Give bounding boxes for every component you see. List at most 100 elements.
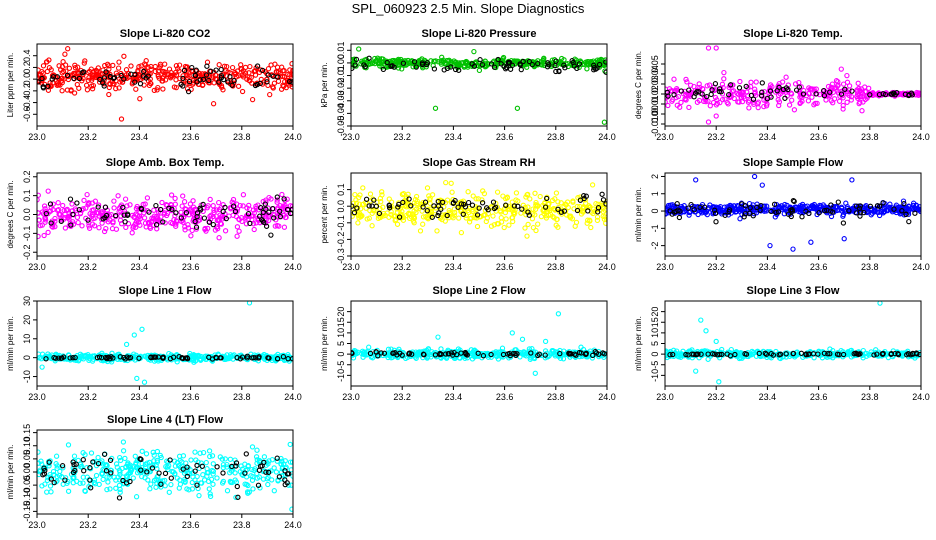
point-selected — [173, 210, 179, 216]
point — [229, 467, 236, 473]
point — [515, 198, 521, 204]
point — [527, 196, 533, 202]
point — [53, 461, 59, 467]
y-axis-label: degrees C per min. — [634, 51, 643, 119]
point-selected — [201, 215, 208, 221]
point-selected — [566, 350, 572, 356]
point — [169, 468, 175, 475]
panel-4: Slope Amb. Box Temp.23.0 23.2 23.4 23.6 23.8… — [6, 157, 302, 272]
point — [524, 233, 530, 239]
point — [207, 493, 214, 500]
point-selected — [714, 352, 721, 358]
point — [551, 206, 558, 213]
point — [107, 80, 113, 87]
point — [522, 225, 528, 231]
point-selected — [185, 88, 192, 95]
point — [156, 75, 162, 81]
point — [559, 208, 566, 214]
point-selected — [107, 457, 114, 463]
point — [69, 201, 75, 207]
plot-frame — [350, 43, 608, 127]
point-selected — [600, 197, 607, 203]
point — [127, 462, 133, 468]
x-tick-label: 23.0 — [342, 132, 360, 142]
point — [180, 193, 186, 199]
point — [458, 229, 465, 236]
point-selected — [796, 84, 802, 90]
point — [93, 472, 100, 479]
point — [189, 210, 195, 216]
point — [82, 452, 88, 458]
point-selected — [362, 63, 368, 70]
point — [120, 448, 127, 454]
point-selected — [536, 351, 542, 357]
point — [285, 71, 291, 78]
x-tick-label: 23.2 — [707, 392, 725, 402]
y-tick-label: 0.0 — [336, 200, 346, 213]
point — [585, 217, 591, 223]
point-selected — [220, 208, 226, 215]
point-selected — [440, 199, 446, 205]
point — [205, 225, 211, 232]
point — [763, 208, 769, 214]
point — [121, 53, 127, 59]
point — [443, 179, 449, 186]
point — [857, 94, 864, 100]
point-selected — [500, 351, 507, 358]
point-selected — [800, 91, 807, 97]
point — [121, 480, 127, 486]
point — [233, 494, 239, 501]
point — [125, 461, 131, 467]
point-selected — [95, 460, 102, 467]
point-outlier — [246, 301, 253, 306]
point-outlier — [759, 182, 765, 188]
point — [691, 83, 697, 90]
point — [912, 205, 918, 211]
x-tick-label: 23.2 — [393, 392, 411, 402]
point-selected — [764, 96, 771, 102]
point — [733, 209, 739, 215]
point — [491, 222, 497, 228]
point — [475, 196, 481, 202]
point — [883, 207, 890, 214]
point-selected — [269, 206, 276, 212]
point — [98, 209, 104, 215]
point — [222, 228, 229, 234]
y-axis-label: degrees C per min. — [6, 180, 15, 248]
point-selected — [400, 199, 406, 206]
x-tick-label: 24.0 — [912, 392, 930, 402]
point-selected — [479, 200, 486, 206]
point-selected — [170, 354, 177, 360]
point — [749, 348, 755, 355]
point — [40, 63, 47, 69]
point — [123, 224, 129, 231]
y-tick-label: -5 — [336, 361, 346, 369]
point — [414, 198, 420, 204]
point — [256, 474, 262, 480]
point — [117, 489, 123, 495]
point-selected — [247, 220, 253, 227]
point-selected — [902, 91, 909, 97]
point — [47, 483, 54, 489]
point — [287, 67, 293, 73]
point — [535, 221, 541, 227]
point — [84, 354, 91, 360]
point — [868, 351, 875, 357]
point — [549, 348, 555, 354]
point — [168, 219, 174, 226]
point-selected — [699, 91, 705, 97]
data-points — [351, 311, 607, 376]
point — [379, 189, 385, 195]
point — [748, 352, 754, 358]
point — [272, 61, 278, 67]
point — [590, 206, 597, 212]
point-selected — [160, 219, 166, 225]
x-tick-label: 23.0 — [342, 392, 360, 402]
x-tick-label: 24.0 — [912, 262, 930, 272]
point — [117, 457, 124, 464]
point — [207, 453, 213, 460]
point — [557, 60, 563, 66]
point — [738, 206, 745, 212]
point-selected — [277, 208, 283, 214]
